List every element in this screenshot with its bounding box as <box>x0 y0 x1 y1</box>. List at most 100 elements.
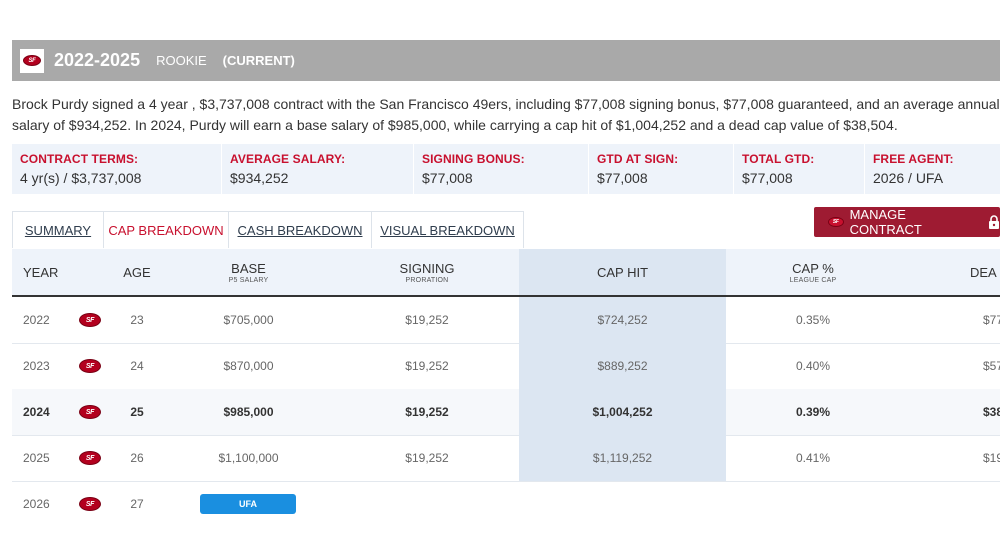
breakdown-tabs: SUMMARY CAP BREAKDOWN CASH BREAKDOWN VIS… <box>12 211 524 249</box>
col-caphit: CAP HIT <box>519 249 726 295</box>
team-logo-box: SF <box>20 48 44 73</box>
cell-team: SF <box>78 435 102 481</box>
cell-age: 27 <box>130 497 144 511</box>
term-label: AVERAGE SALARY: <box>230 152 346 166</box>
col-cappct: CAP % LEAGUE CAP <box>726 249 900 295</box>
cell-dead: $77 <box>983 313 1000 327</box>
table-header: YEAR AGE BASE P5 SALARY SIGNING PRORATIO… <box>12 249 1000 297</box>
49ers-logo-icon: SF <box>79 451 101 465</box>
term-value: $77,008 <box>422 170 473 186</box>
cell-caphit: $1,119,252 <box>519 435 726 481</box>
cell-caphit: $889,252 <box>519 343 726 389</box>
term-total-gtd: TOTAL GTD: $77,008 <box>733 144 864 194</box>
contract-kind: ROOKIE <box>156 53 207 68</box>
col-signing-sublabel: PRORATION <box>405 276 449 284</box>
col-signing-label: SIGNING <box>399 260 455 276</box>
cell-signing: $19,252 <box>405 313 449 327</box>
cell-signing: $19,252 <box>405 359 449 373</box>
term-value: 2026 / UFA <box>873 170 944 186</box>
cell-base: $1,100,000 <box>218 451 279 465</box>
col-signing: SIGNING PRORATION <box>352 249 502 295</box>
cell-year: 2022 <box>23 313 50 327</box>
contract-description: Brock Purdy signed a 4 year , $3,737,008… <box>12 96 1000 133</box>
table-row-free-agent: 2026 SF 27 UFA <box>12 481 1000 527</box>
tab-visual-breakdown[interactable]: VISUAL BREAKDOWN <box>372 211 524 248</box>
manage-contract-button[interactable]: SF MANAGE CONTRACT <box>814 207 1000 237</box>
49ers-logo-icon: SF <box>79 313 101 327</box>
term-gtd-at-sign: GTD AT SIGN: $77,008 <box>588 144 733 194</box>
table-row: 2025 SF 26 $1,100,000 $19,252 $1,119,252… <box>12 435 1000 482</box>
cell-team: SF <box>78 481 102 527</box>
lock-icon <box>988 215 1000 229</box>
cell-team: SF <box>78 343 102 389</box>
cell-base: UFA <box>200 481 296 527</box>
cell-year: 2024 <box>23 405 50 419</box>
col-year-label: YEAR <box>23 264 59 280</box>
term-label: CONTRACT TERMS: <box>20 152 139 166</box>
cell-year: 2026 <box>23 497 50 511</box>
term-label: GTD AT SIGN: <box>597 152 679 166</box>
term-signing-bonus: SIGNING BONUS: $77,008 <box>413 144 588 194</box>
49ers-logo-icon: SF <box>828 217 844 227</box>
cell-cappct: 0.39% <box>795 405 831 419</box>
cell-signing: $19,252 <box>405 405 449 419</box>
49ers-logo-icon: SF <box>79 497 101 511</box>
contract-years: 2022-2025 <box>54 50 141 70</box>
col-dead: DEA <box>970 249 1000 295</box>
49ers-logo-icon: SF <box>23 55 41 66</box>
cell-base: $705,000 <box>223 313 274 327</box>
contract-terms-band: CONTRACT TERMS: 4 yr(s) / $3,737,008 AVE… <box>12 144 1000 194</box>
term-label: SIGNING BONUS: <box>422 152 525 166</box>
term-label: FREE AGENT: <box>873 152 954 166</box>
term-value: $77,008 <box>742 170 793 186</box>
tab-cap-breakdown[interactable]: CAP BREAKDOWN <box>104 211 229 248</box>
cell-age: 25 <box>130 405 144 419</box>
cell-cappct: 0.35% <box>795 313 831 327</box>
col-year: YEAR <box>12 249 82 295</box>
table-row: 2022 SF 23 $705,000 $19,252 $724,252 0.3… <box>12 297 1000 344</box>
col-base-label: BASE <box>231 260 266 276</box>
col-base-sublabel: P5 SALARY <box>228 276 269 284</box>
49ers-logo-icon: SF <box>79 405 101 419</box>
ufa-badge: UFA <box>200 494 296 514</box>
cell-signing: $19,252 <box>405 451 449 465</box>
col-age: AGE <box>112 249 162 295</box>
cell-dead: $19 <box>983 451 1000 465</box>
contract-header: SF 2022-2025 ROOKIE (CURRENT) <box>12 40 1000 81</box>
tab-cash-breakdown[interactable]: CASH BREAKDOWN <box>229 211 372 248</box>
contract-status: (CURRENT) <box>222 53 295 68</box>
cell-age: 24 <box>130 359 144 373</box>
cell-cappct: 0.41% <box>795 451 831 465</box>
table-row: 2023 SF 24 $870,000 $19,252 $889,252 0.4… <box>12 343 1000 390</box>
term-contract-terms: CONTRACT TERMS: 4 yr(s) / $3,737,008 <box>12 144 221 194</box>
manage-contract-label: MANAGE CONTRACT <box>849 207 922 237</box>
cell-age: 26 <box>130 451 144 465</box>
term-average-salary: AVERAGE SALARY: $934,252 <box>221 144 413 194</box>
cell-caphit: $724,252 <box>519 297 726 343</box>
col-cappct-sublabel: LEAGUE CAP <box>789 276 837 284</box>
cell-base: $985,000 <box>223 405 274 419</box>
cell-year: 2025 <box>23 451 50 465</box>
table-row-current: 2024 SF 25 $985,000 $19,252 $1,004,252 0… <box>12 389 1000 436</box>
col-cappct-label: CAP % <box>792 260 834 276</box>
cell-age: 23 <box>130 313 144 327</box>
tab-summary[interactable]: SUMMARY <box>12 211 104 248</box>
cell-dead: $57 <box>983 359 1000 373</box>
term-value: $934,252 <box>230 170 289 186</box>
cell-base: $870,000 <box>223 359 274 373</box>
term-label: TOTAL GTD: <box>742 152 815 166</box>
cell-dead: $38 <box>983 405 1000 419</box>
col-caphit-label: CAP HIT <box>596 264 649 280</box>
term-value: 4 yr(s) / $3,737,008 <box>20 170 142 186</box>
term-value: $77,008 <box>597 170 648 186</box>
49ers-logo-icon: SF <box>79 359 101 373</box>
col-dead-label: DEA <box>970 264 997 280</box>
term-free-agent: FREE AGENT: 2026 / UFA <box>864 144 1000 194</box>
cell-cappct: 0.40% <box>795 359 831 373</box>
col-age-label: AGE <box>123 264 151 280</box>
col-base: BASE P5 SALARY <box>192 249 305 295</box>
cell-caphit: $1,004,252 <box>519 389 726 435</box>
cell-team: SF <box>78 389 102 435</box>
cell-team: SF <box>78 297 102 343</box>
cell-year: 2023 <box>23 359 50 373</box>
